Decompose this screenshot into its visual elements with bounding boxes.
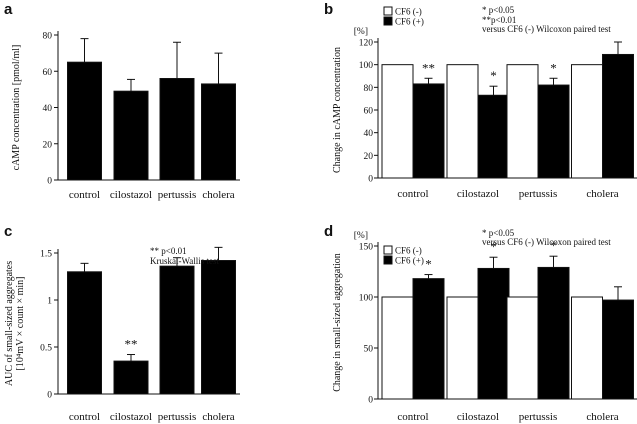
bar (201, 260, 236, 395)
bar (381, 64, 414, 179)
y-tick-label: 80 (43, 32, 53, 42)
category-label: pertussis (519, 188, 558, 200)
y-tick-label: 50 (364, 345, 374, 355)
panel-letter: c (4, 223, 12, 240)
y-tick-label: 100 (359, 61, 374, 71)
y-tick-label: 80 (364, 84, 374, 94)
category-label: cholera (586, 188, 618, 200)
panel-letter: d (324, 223, 333, 240)
bar (537, 84, 570, 179)
significance-note: versus CF6 (-) Wilcoxon paired test (482, 237, 611, 247)
bar (477, 267, 510, 400)
y-tick-label: 40 (364, 129, 374, 139)
bar (571, 64, 603, 179)
legend-label: CF6 (+) (395, 17, 424, 27)
category-label: control (69, 189, 100, 201)
significance-marker: * (490, 239, 497, 254)
category-label: control (397, 411, 428, 423)
panel-c: c 0 0.5 1 1.5 AUC of small-sized aggregates [1… (4, 223, 240, 423)
y-tick-label: 0 (368, 175, 373, 185)
y-tick-label: 100 (359, 294, 374, 304)
bar (159, 265, 195, 395)
y-unit: [%] (354, 27, 368, 37)
bar (159, 78, 195, 181)
bar (381, 296, 414, 400)
bar (113, 360, 149, 395)
category-label: pertussis (158, 411, 197, 423)
y-unit: [%] (354, 231, 368, 241)
y-axis-label: AUC of small-sized aggregates (4, 261, 15, 386)
category-label: cilostazol (110, 411, 152, 423)
y-tick-label: 20 (43, 140, 53, 150)
panel-letter: b (324, 1, 333, 18)
bar (446, 296, 479, 400)
bar (602, 299, 634, 400)
y-tick-label: 40 (43, 104, 53, 114)
category-label: cilostazol (110, 189, 152, 201)
y-tick-label: 1 (47, 297, 52, 307)
y-tick-label: 60 (43, 68, 53, 78)
significance-note: **p<0.01 (482, 15, 516, 25)
bar (113, 90, 149, 181)
legend-swatch (383, 255, 393, 265)
y-tick-label: 20 (364, 152, 374, 162)
legend-swatch (383, 16, 393, 26)
category-label: pertussis (158, 189, 197, 201)
bar (446, 64, 479, 179)
bar (506, 296, 539, 400)
panel-a: a 0 20 40 60 80 cAMP concentration [pmol/ml] co… (4, 1, 240, 201)
significance-marker: ** (422, 60, 435, 75)
legend-label: CF6 (+) (395, 256, 424, 266)
y-tick-label: 0 (47, 177, 52, 187)
y-tick-label: 60 (364, 107, 374, 117)
panel-b: b 0 20 40 60 80 100 120 [%] Change in cAMP concen… (324, 1, 637, 200)
category-label: cholera (586, 411, 618, 423)
bar (67, 61, 102, 181)
legend-label: CF6 (-) (395, 7, 422, 17)
legend-swatch (383, 6, 393, 16)
category-label: cilostazol (457, 411, 499, 423)
category-label: cholera (202, 411, 234, 423)
bar (201, 83, 236, 181)
significance-marker: * (490, 68, 497, 83)
category-label: control (69, 411, 100, 423)
significance-note: ** p<0.01 (150, 246, 187, 256)
y-axis-label: Change in small-sized aggregation (332, 253, 343, 392)
y-axis-unit-label: [10⁴mV × count × min] (15, 276, 26, 370)
significance-marker: ** (125, 337, 138, 352)
category-label: cholera (202, 189, 234, 201)
legend-swatch (383, 245, 393, 255)
y-axis-label: Change in cAMP concentration (332, 47, 343, 173)
panel-letter: a (4, 1, 13, 18)
panel-d: d 0 50 100 150 [%] Change in small-sized aggre… (324, 223, 637, 423)
significance-note: * p<0.05 (482, 228, 515, 238)
bar (67, 271, 102, 395)
bar (537, 266, 570, 400)
bar (602, 53, 634, 179)
bar (412, 83, 445, 179)
bar (506, 64, 539, 179)
y-tick-label: 0 (368, 396, 373, 406)
significance-note: versus CF6 (-) Wilcoxon paired test (482, 24, 611, 34)
significance-marker: * (425, 257, 432, 272)
y-tick-label: 0.5 (40, 344, 52, 354)
significance-note: * p<0.05 (482, 5, 515, 15)
bar (571, 296, 603, 400)
significance-marker: * (550, 238, 557, 253)
category-label: pertussis (519, 411, 558, 423)
category-label: cilostazol (457, 188, 499, 200)
y-tick-label: 0 (47, 391, 52, 401)
category-label: control (397, 188, 428, 200)
y-tick-label: 150 (359, 243, 374, 253)
y-axis-label: cAMP concentration [pmol/ml] (11, 45, 22, 171)
bar (477, 94, 510, 179)
y-tick-label: 1.5 (40, 250, 52, 260)
significance-marker: * (550, 60, 557, 75)
bar (412, 278, 445, 400)
legend-label: CF6 (-) (395, 246, 422, 256)
significance-note: Kruskal-Wallis test (150, 256, 220, 266)
y-tick-label: 120 (359, 39, 374, 49)
